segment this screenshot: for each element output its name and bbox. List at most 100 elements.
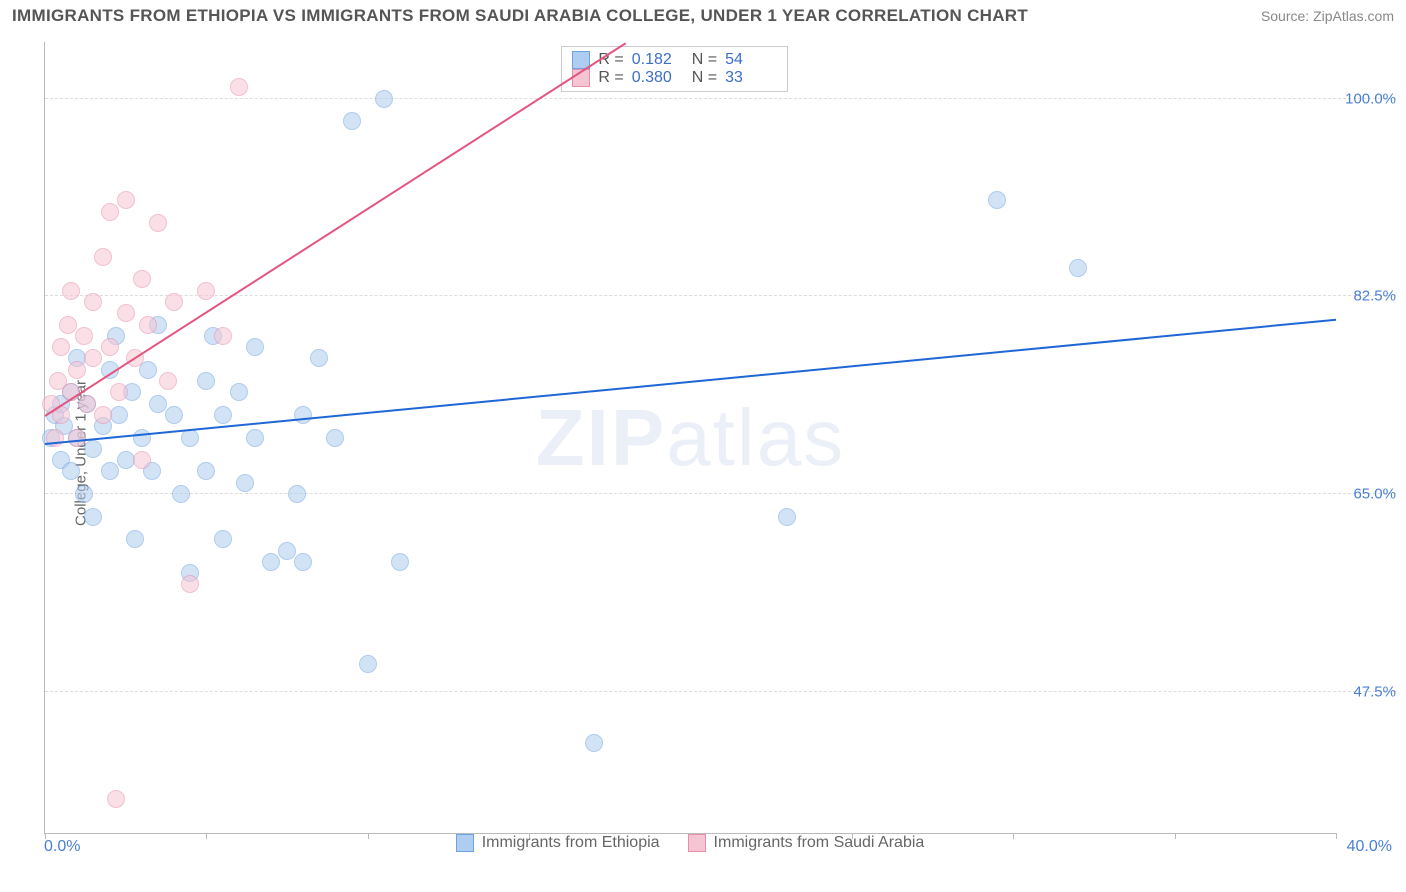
scatter-point bbox=[988, 191, 1006, 209]
scatter-point bbox=[165, 406, 183, 424]
header-bar: IMMIGRANTS FROM ETHIOPIA VS IMMIGRANTS F… bbox=[0, 0, 1406, 30]
legend-swatch bbox=[456, 834, 474, 852]
scatter-point bbox=[214, 327, 232, 345]
scatter-point bbox=[278, 542, 296, 560]
bottom-legend: Immigrants from Ethiopia Immigrants from … bbox=[44, 834, 1336, 852]
scatter-point bbox=[133, 451, 151, 469]
scatter-point bbox=[391, 553, 409, 571]
source-label: Source: bbox=[1261, 8, 1309, 24]
watermark-light: atlas bbox=[666, 393, 845, 482]
scatter-point bbox=[68, 429, 86, 447]
chart-title: IMMIGRANTS FROM ETHIOPIA VS IMMIGRANTS F… bbox=[12, 6, 1028, 26]
legend-item: Immigrants from Ethiopia bbox=[456, 834, 660, 852]
scatter-point bbox=[236, 474, 254, 492]
stats-R-value: 0.380 bbox=[632, 69, 684, 87]
gridline bbox=[45, 98, 1396, 99]
y-tick-label: 82.5% bbox=[1353, 288, 1396, 305]
scatter-point bbox=[101, 462, 119, 480]
y-tick-label: 100.0% bbox=[1345, 90, 1396, 107]
scatter-point bbox=[197, 372, 215, 390]
scatter-point bbox=[197, 462, 215, 480]
scatter-point bbox=[246, 429, 264, 447]
scatter-point bbox=[246, 338, 264, 356]
x-tick bbox=[1336, 833, 1337, 839]
legend-item: Immigrants from Saudi Arabia bbox=[688, 834, 925, 852]
scatter-point bbox=[84, 440, 102, 458]
x-axis-max-label: 40.0% bbox=[1347, 838, 1392, 856]
scatter-point bbox=[94, 406, 112, 424]
scatter-point bbox=[75, 327, 93, 345]
scatter-point bbox=[110, 383, 128, 401]
scatter-point bbox=[94, 248, 112, 266]
stats-legend-box: R = 0.182 N = 54R = 0.380 N = 33 bbox=[561, 46, 788, 92]
scatter-point bbox=[117, 304, 135, 322]
stats-N-label: N = bbox=[692, 69, 717, 87]
stats-row: R =0.182N =54 bbox=[572, 51, 777, 69]
scatter-point bbox=[52, 338, 70, 356]
watermark: ZIPatlas bbox=[536, 392, 845, 484]
plot-area: ZIPatlas 47.5%65.0%82.5%100.0%R =0.182N … bbox=[44, 42, 1336, 834]
legend-label: Immigrants from Ethiopia bbox=[482, 834, 660, 852]
scatter-point bbox=[62, 462, 80, 480]
scatter-point bbox=[133, 429, 151, 447]
scatter-point bbox=[197, 282, 215, 300]
legend-label: Immigrants from Saudi Arabia bbox=[714, 834, 925, 852]
scatter-point bbox=[230, 78, 248, 96]
scatter-point bbox=[110, 406, 128, 424]
gridline bbox=[45, 493, 1396, 494]
scatter-point bbox=[84, 293, 102, 311]
y-tick-label: 65.0% bbox=[1353, 486, 1396, 503]
scatter-point bbox=[149, 395, 167, 413]
scatter-point bbox=[1069, 259, 1087, 277]
stats-row: R = 0.380 N = 33 bbox=[572, 69, 777, 87]
scatter-point bbox=[126, 530, 144, 548]
scatter-point bbox=[262, 553, 280, 571]
stats-N-label: N = bbox=[692, 51, 717, 69]
scatter-point bbox=[230, 383, 248, 401]
scatter-point bbox=[294, 406, 312, 424]
gridline bbox=[45, 691, 1396, 692]
scatter-point bbox=[84, 349, 102, 367]
scatter-point bbox=[214, 530, 232, 548]
scatter-point bbox=[78, 395, 96, 413]
source-credit: Source: ZipAtlas.com bbox=[1261, 8, 1394, 24]
scatter-point bbox=[359, 655, 377, 673]
scatter-point bbox=[75, 485, 93, 503]
scatter-point bbox=[101, 203, 119, 221]
scatter-point bbox=[159, 372, 177, 390]
scatter-point bbox=[68, 361, 86, 379]
chart-container: College, Under 1 year ZIPatlas 47.5%65.0… bbox=[0, 34, 1406, 872]
scatter-point bbox=[149, 214, 167, 232]
scatter-point bbox=[181, 575, 199, 593]
legend-swatch bbox=[688, 834, 706, 852]
scatter-point bbox=[310, 349, 328, 367]
scatter-point bbox=[101, 338, 119, 356]
scatter-point bbox=[326, 429, 344, 447]
scatter-point bbox=[133, 270, 151, 288]
scatter-point bbox=[214, 406, 232, 424]
x-axis-labels: 0.0% 40.0% Immigrants from EthiopiaImmig… bbox=[44, 838, 1336, 862]
scatter-point bbox=[294, 553, 312, 571]
scatter-point bbox=[375, 90, 393, 108]
watermark-bold: ZIP bbox=[536, 393, 666, 482]
scatter-point bbox=[165, 293, 183, 311]
y-tick-label: 47.5% bbox=[1353, 683, 1396, 700]
source-link[interactable]: ZipAtlas.com bbox=[1313, 8, 1394, 24]
scatter-point bbox=[59, 316, 77, 334]
stats-R-label: R = bbox=[598, 69, 623, 87]
gridline bbox=[45, 295, 1396, 296]
scatter-point bbox=[172, 485, 190, 503]
scatter-point bbox=[343, 112, 361, 130]
scatter-point bbox=[585, 734, 603, 752]
scatter-point bbox=[84, 508, 102, 526]
stats-R-value: 0.182 bbox=[632, 51, 684, 69]
scatter-point bbox=[107, 790, 125, 808]
scatter-point bbox=[117, 191, 135, 209]
scatter-point bbox=[288, 485, 306, 503]
scatter-point bbox=[139, 316, 157, 334]
scatter-point bbox=[62, 282, 80, 300]
scatter-point bbox=[778, 508, 796, 526]
stats-N-value: 54 bbox=[725, 51, 777, 69]
trend-line bbox=[45, 319, 1336, 445]
stats-N-value: 33 bbox=[725, 69, 777, 87]
